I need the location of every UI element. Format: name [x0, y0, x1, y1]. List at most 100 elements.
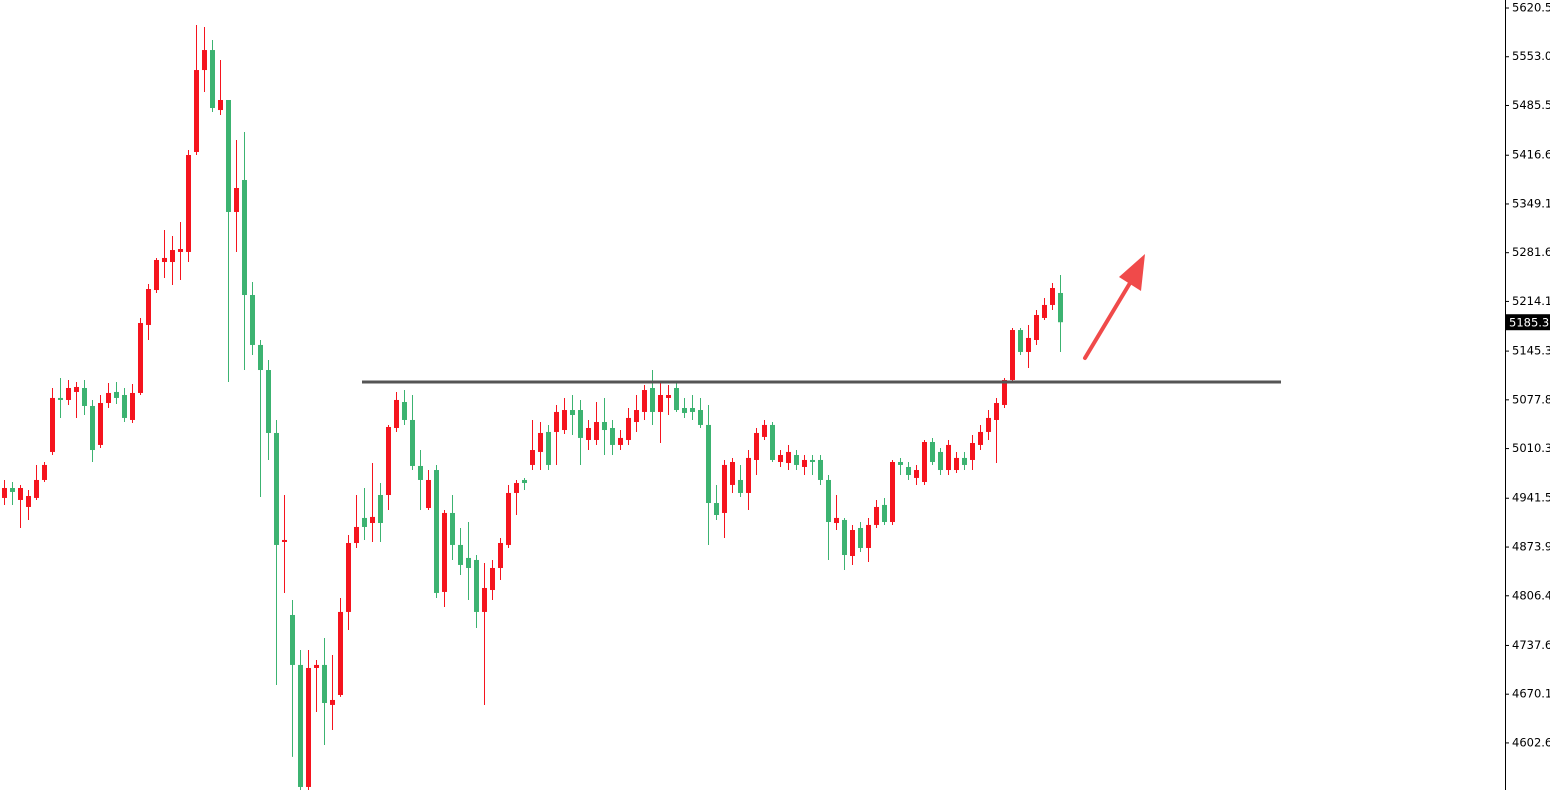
candle-body [2, 487, 7, 498]
candle-body [882, 504, 887, 522]
candle-body [306, 667, 311, 787]
candle-body [1010, 330, 1015, 380]
candle-body [634, 410, 639, 423]
candle-body [962, 457, 967, 465]
candle-body [482, 587, 487, 612]
y-tick-label: 5077.8 [1512, 392, 1550, 406]
y-tick-label: 5485.5 [1512, 98, 1550, 112]
candle-body [666, 395, 671, 398]
candle-body [58, 397, 63, 400]
candle-body [498, 543, 503, 568]
candle-body [74, 386, 79, 392]
trend-arrow [1083, 254, 1145, 360]
y-tick-label: 5214.1 [1512, 294, 1550, 308]
candle-body [242, 179, 247, 296]
candle-body [138, 323, 143, 393]
candle-body [202, 50, 207, 71]
candle-body [978, 431, 983, 445]
arrow-head [1119, 254, 1145, 291]
candle-body [1050, 288, 1055, 305]
candle-body [906, 466, 911, 475]
candle-body [722, 464, 727, 513]
candle-body [546, 431, 551, 465]
candle-body [442, 512, 447, 592]
candle-body [282, 539, 287, 542]
candle-body [154, 259, 159, 291]
candle-body [506, 492, 511, 545]
candle-body [90, 405, 95, 451]
candle-body [450, 512, 455, 545]
candle-body [490, 567, 495, 591]
candle-body [930, 442, 935, 463]
candle-body [730, 462, 735, 485]
candle-body [674, 387, 679, 411]
candle-body [10, 487, 15, 492]
candle-body [1034, 315, 1039, 340]
candle-body [418, 465, 423, 480]
candle-body [18, 487, 23, 500]
candle-body [266, 370, 271, 433]
candle-body [378, 494, 383, 524]
candle-body [658, 395, 663, 412]
candle-body [938, 451, 943, 471]
candle-body [762, 424, 767, 437]
candle-body [1002, 379, 1007, 405]
y-tick-label: 4806.4 [1512, 588, 1550, 602]
y-tick-label: 5553.0 [1512, 49, 1550, 63]
last-price-tag [1505, 314, 1550, 331]
candle-body [1026, 337, 1031, 352]
candle-body [458, 544, 463, 565]
candle-body [586, 427, 591, 440]
candle-body [954, 457, 959, 471]
candle-body [522, 479, 527, 484]
candle-body [890, 462, 895, 522]
candle-body [34, 479, 39, 498]
candle-body [602, 422, 607, 431]
candle-body [386, 426, 391, 495]
candle-body [106, 392, 111, 404]
candle-body [818, 459, 823, 480]
candle-body [594, 422, 599, 440]
candle-body [434, 470, 439, 593]
candle-body [850, 530, 855, 557]
candle-body [842, 519, 847, 555]
candle-body [170, 250, 175, 263]
candle-body [578, 410, 583, 438]
candle-body [466, 557, 471, 568]
candle-body [290, 614, 295, 665]
candle-body [738, 479, 743, 493]
candle-body [786, 451, 791, 464]
candle-body [866, 524, 871, 548]
candle-body [346, 543, 351, 612]
candle-body [194, 70, 199, 152]
candle-body [610, 427, 615, 445]
candle-body [354, 526, 359, 544]
candle-body [530, 450, 535, 465]
candle-body [994, 403, 999, 420]
candle-body [402, 402, 407, 420]
y-tick-label: 5145.3 [1512, 344, 1550, 358]
candle-body [802, 459, 807, 467]
candle-body [258, 344, 263, 371]
candle-body [66, 387, 71, 400]
candle-body [946, 444, 951, 471]
candle-body [274, 432, 279, 545]
candle-body [330, 699, 335, 705]
y-tick-label: 5281.6 [1512, 245, 1550, 259]
y-tick-label: 5349.1 [1512, 196, 1550, 210]
y-tick-label: 5416.6 [1512, 148, 1550, 162]
candle-body [362, 517, 367, 527]
candle-body [570, 410, 575, 415]
candle-body [986, 417, 991, 432]
candle-body [42, 464, 47, 480]
y-tick-label: 4602.6 [1512, 735, 1550, 749]
candle-body [426, 479, 431, 508]
candle-body [178, 249, 183, 252]
candle-body [210, 50, 215, 109]
candle-body [1018, 330, 1023, 352]
candle-body [114, 391, 119, 398]
candle-body [706, 424, 711, 504]
candle-body [834, 517, 839, 524]
candle-body [874, 506, 879, 525]
plot-area [2, 24, 1063, 790]
